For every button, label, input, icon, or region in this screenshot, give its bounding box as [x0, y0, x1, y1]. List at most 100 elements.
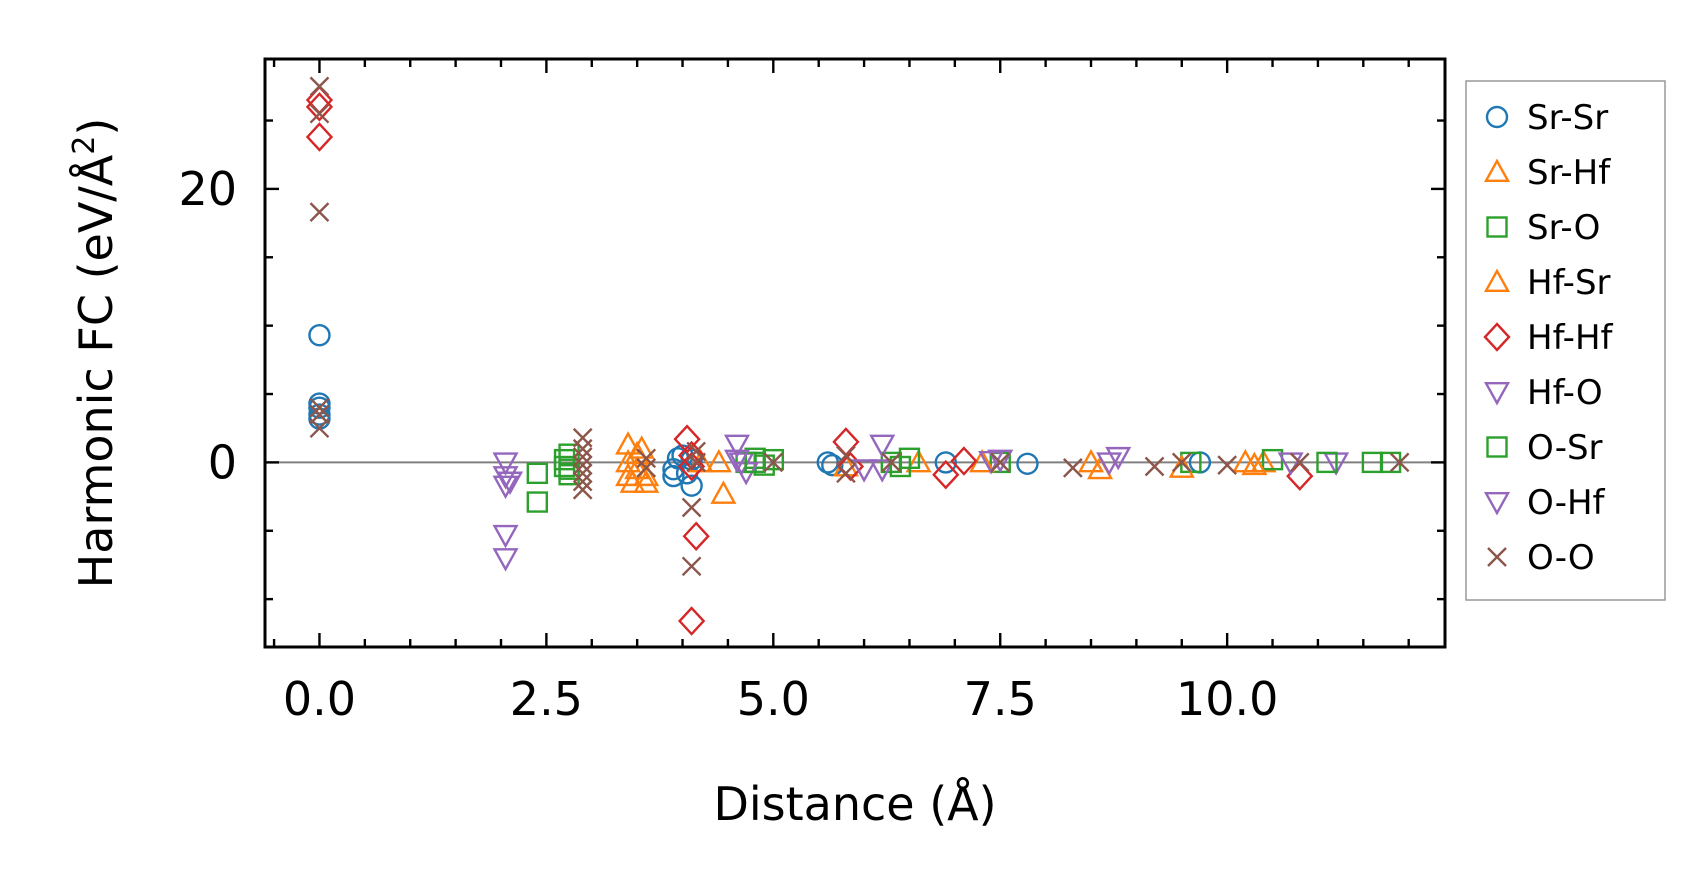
legend-entry-sr-hf: Sr-Hf	[1483, 153, 1611, 193]
data-point-hf-o	[723, 434, 751, 459]
legend-entry-o-sr: O-Sr	[1486, 428, 1603, 468]
data-point-o-o	[681, 497, 702, 518]
x-tick-label: 10.0	[1176, 672, 1278, 726]
legend-label-o-sr: O-Sr	[1527, 428, 1603, 468]
y-axis-title-superscript: 2	[67, 136, 102, 155]
data-point-hf-o	[1105, 446, 1132, 471]
data-point-sr-o	[553, 455, 576, 478]
data-point-sr-hf	[710, 480, 737, 504]
data-point-hf-hf	[305, 122, 334, 152]
y-axis-title-main: Harmonic FC (eV/Å	[69, 154, 123, 588]
data-point-o-o	[881, 452, 902, 473]
data-point-o-o	[1289, 452, 1310, 473]
data-point-o-o	[572, 471, 593, 492]
data-point-o-sr	[889, 455, 912, 478]
legend-marker-sr-o	[1486, 216, 1508, 238]
data-point-o-hf	[978, 451, 1005, 475]
data-point-hf-sr	[615, 462, 642, 487]
data-point-sr-hf	[628, 435, 655, 459]
data-point-sr-hf	[905, 448, 932, 473]
y-tick-label: 0	[208, 435, 237, 489]
data-point-o-o	[990, 452, 1011, 473]
data-point-sr-sr	[934, 451, 957, 474]
x-tick-label: 7.5	[964, 672, 1037, 726]
data-point-o-sr	[1361, 451, 1384, 474]
data-point-hf-sr	[633, 469, 660, 493]
data-point-o-o	[686, 452, 707, 473]
data-point-hf-o	[492, 452, 519, 476]
data-point-o-o	[572, 463, 593, 484]
data-point-hf-hf	[832, 427, 860, 457]
legend-entry-sr-sr: Sr-Sr	[1485, 98, 1608, 138]
legend-label-o-o: O-O	[1527, 538, 1595, 578]
data-point-hf-o	[492, 475, 519, 500]
legend-entry-o-o: O-O	[1487, 538, 1595, 578]
data-point-hf-hf	[673, 424, 701, 454]
legend-label-hf-o: Hf-O	[1527, 373, 1603, 413]
legend-marker-sr-sr	[1485, 105, 1509, 129]
x-axis-title: Distance (Å)	[713, 777, 996, 831]
data-point-o-o	[836, 463, 856, 484]
data-point-sr-sr	[308, 396, 331, 419]
data-point-o-o	[572, 479, 593, 500]
data-point-sr-sr	[1016, 452, 1039, 475]
data-points-layer	[305, 76, 1410, 636]
legend-entry-sr-o: Sr-O	[1486, 208, 1600, 248]
legend-label-sr-hf: Sr-Hf	[1527, 153, 1611, 193]
data-point-hf-o	[987, 449, 1014, 474]
data-point-o-o	[572, 455, 593, 475]
data-point-o-sr	[744, 451, 766, 474]
data-point-sr-sr	[308, 324, 331, 347]
legend-entry-hf-sr: Hf-Sr	[1483, 263, 1611, 303]
data-point-o-o	[636, 458, 657, 478]
data-point-hf-o	[492, 548, 519, 572]
data-point-o-sr	[1316, 451, 1338, 474]
y-axis-title-close: )	[69, 118, 123, 136]
data-point-o-o	[309, 202, 330, 223]
legend-entry-hf-hf: Hf-Hf	[1483, 318, 1614, 358]
legend-label-hf-hf: Hf-Hf	[1527, 318, 1614, 358]
legend-marker-sr-hf	[1483, 158, 1511, 183]
data-point-o-o	[309, 76, 330, 97]
data-point-o-o	[1144, 456, 1165, 477]
x-tick-label: 0.0	[283, 672, 356, 726]
legend-marker-o-sr	[1486, 436, 1508, 458]
data-point-o-o	[636, 448, 657, 469]
legend: Sr-Sr Sr-Hf Sr-O Hf-Sr Hf-Hf Hf-O O-Sr O-Hf O-O	[1465, 80, 1666, 601]
data-point-sr-hf	[705, 448, 732, 473]
data-point-o-o	[1171, 452, 1192, 473]
legend-marker-hf-hf	[1483, 322, 1511, 352]
data-point-hf-hf	[677, 451, 706, 482]
legend-label-o-hf: O-Hf	[1527, 483, 1606, 523]
data-point-sr-o	[526, 462, 549, 485]
data-point-o-o	[572, 447, 593, 467]
data-point-o-hf	[723, 449, 751, 474]
data-point-hf-hf	[932, 459, 960, 490]
plot-area-frame	[263, 57, 1447, 649]
legend-label-sr-sr: Sr-Sr	[1527, 98, 1608, 138]
data-point-sr-sr	[680, 474, 703, 497]
legend-frame	[1465, 80, 1666, 601]
data-point-hf-o	[492, 524, 519, 549]
data-point-o-o	[1217, 455, 1237, 475]
legend-marker-hf-sr	[1483, 268, 1511, 292]
legend-label-sr-o: Sr-O	[1527, 208, 1600, 248]
data-point-o-o	[1063, 458, 1083, 478]
data-point-o-o	[309, 397, 330, 418]
data-point-o-o	[681, 556, 702, 577]
data-point-hf-o	[869, 434, 896, 459]
legend-marker-o-hf	[1483, 492, 1511, 516]
data-point-o-o	[1389, 452, 1410, 473]
data-point-hf-hf	[950, 446, 978, 476]
data-point-o-hf	[851, 459, 878, 483]
data-point-hf-sr	[1241, 451, 1268, 476]
x-tick-label: 5.0	[737, 672, 810, 726]
legend-entry-o-hf: O-Hf	[1483, 483, 1606, 523]
legend-marker-o-o	[1487, 547, 1507, 567]
y-tick-label: 20	[178, 162, 237, 216]
axis-ticks-layer	[265, 59, 1445, 647]
tick-labels-layer: 0.0 2.5 5.0 7.5 10.0 0 20	[178, 162, 1278, 726]
data-point-hf-o	[869, 459, 896, 483]
data-point-o-o	[572, 438, 593, 459]
